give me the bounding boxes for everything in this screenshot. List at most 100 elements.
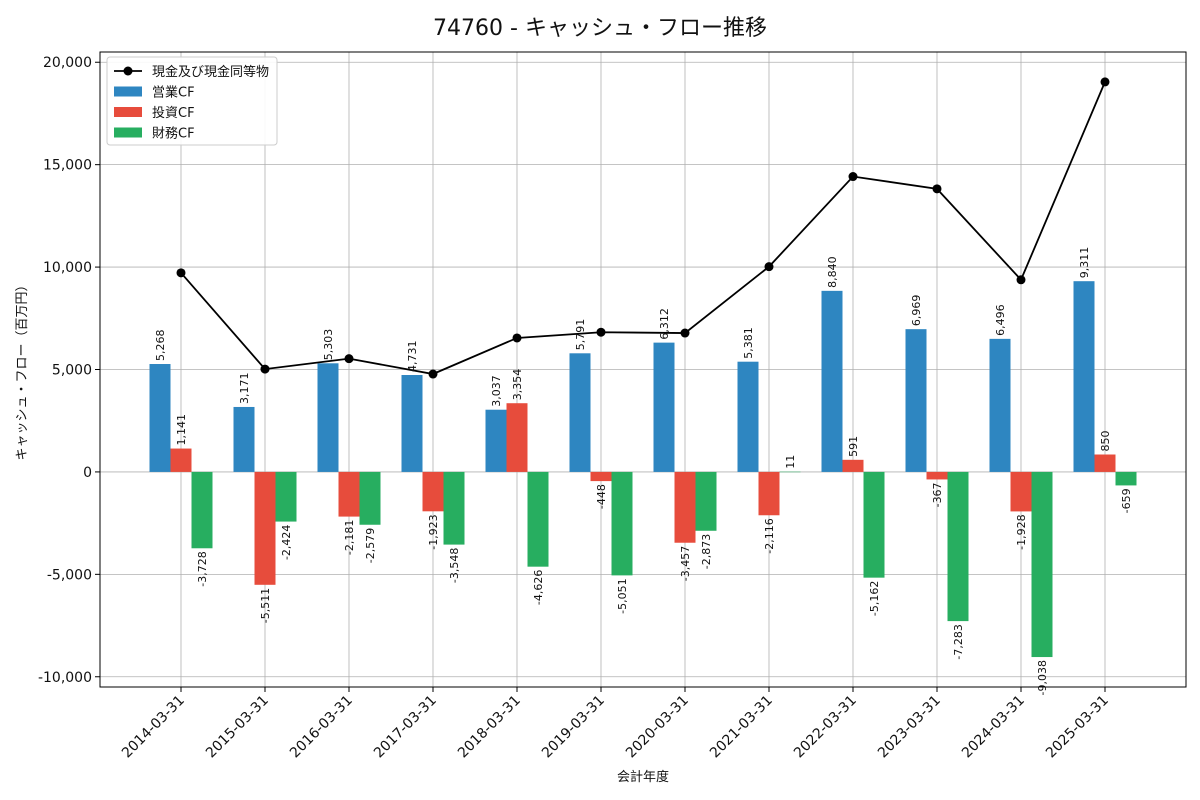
bar — [695, 471, 717, 531]
data-label: 9,311 — [1078, 247, 1091, 279]
data-label: 5,268 — [154, 330, 167, 362]
legend-label: 営業CF — [152, 85, 195, 101]
legend-label: 投資CF — [152, 105, 195, 121]
bar — [905, 329, 927, 472]
data-label: 8,840 — [826, 256, 839, 288]
bar — [233, 406, 255, 472]
legend-bar-swatch — [114, 107, 142, 117]
bar — [842, 459, 864, 472]
bar — [401, 375, 423, 472]
bar — [275, 471, 297, 522]
data-label: 5,303 — [322, 329, 335, 361]
chart-title: 74760 - キャッシュ・フロー推移 — [433, 16, 767, 41]
legend-bar-swatch — [114, 127, 142, 138]
data-label: 3,171 — [238, 372, 251, 404]
data-label: 6,969 — [910, 295, 923, 327]
cash-line — [180, 81, 1106, 375]
x-tick-label: 2014-03-31 — [119, 693, 188, 762]
data-label-layer: 5,268 3,171 5,303 4,731 3,037 5,791 6,312 5,381… — [154, 247, 1133, 696]
legend-label: 財務CF — [152, 127, 195, 142]
bar — [590, 471, 612, 482]
data-label: 5,791 — [574, 319, 587, 351]
bar — [149, 364, 171, 472]
x-axis-title: 会計年度 — [617, 769, 669, 785]
bar — [821, 290, 843, 472]
y-tick-label: -10,000 — [38, 670, 92, 686]
x-tick-label: 2016-03-31 — [287, 693, 356, 762]
x-tick-label: 2015-03-31 — [203, 693, 272, 762]
line-point — [176, 268, 186, 278]
data-label: -2,116 — [763, 518, 776, 553]
line-point — [932, 184, 942, 194]
x-tick-label: 2021-03-31 — [707, 693, 776, 762]
data-label: -2,873 — [700, 534, 713, 569]
x-tick-label: 2019-03-31 — [539, 693, 608, 762]
line-point — [680, 328, 690, 338]
line-point — [1100, 77, 1110, 87]
data-label: -2,181 — [343, 520, 356, 555]
bar — [611, 471, 633, 576]
data-label: -367 — [931, 482, 944, 507]
x-tick-label: 2024-03-31 — [959, 693, 1028, 762]
data-label: -659 — [1120, 488, 1133, 513]
line-point — [428, 369, 438, 379]
data-label: -3,728 — [196, 551, 209, 586]
x-tick-label: 2022-03-31 — [791, 693, 860, 762]
y-axis-title: キャッシュ・フロー（百万円） — [15, 278, 30, 460]
bar — [863, 471, 885, 578]
bar-layer — [149, 281, 1137, 658]
bar — [338, 471, 360, 517]
bar — [506, 403, 528, 472]
data-label: 4,731 — [406, 341, 419, 373]
data-label: 6,312 — [658, 308, 671, 340]
bar — [170, 448, 192, 472]
bar — [1031, 471, 1053, 658]
x-tick-label: 2025-03-31 — [1043, 693, 1112, 762]
data-label: -1,928 — [1015, 514, 1028, 549]
data-label: 1,141 — [175, 414, 188, 446]
bar — [758, 471, 780, 516]
bar — [1094, 454, 1116, 472]
data-label: 591 — [847, 436, 860, 457]
bar — [674, 471, 696, 543]
data-label: -5,511 — [259, 588, 272, 623]
data-label: 3,354 — [511, 369, 524, 401]
bar — [485, 409, 507, 472]
y-tick-label: 15,000 — [43, 158, 92, 174]
y-tick-label: 0 — [83, 465, 92, 481]
bar — [926, 471, 948, 480]
line-point — [512, 333, 522, 343]
line-point — [596, 327, 606, 337]
bar — [947, 471, 969, 622]
line-point — [344, 354, 354, 364]
legend-label: 現金及び現金同等物 — [152, 64, 269, 80]
line-point — [848, 172, 858, 182]
legend-box — [106, 56, 278, 146]
data-label: -4,626 — [532, 570, 545, 605]
data-label: 5,381 — [742, 327, 755, 359]
bar — [254, 471, 276, 585]
data-label: 6,496 — [994, 304, 1007, 336]
line-point — [1016, 275, 1026, 285]
line-point — [764, 262, 774, 272]
bar — [779, 471, 801, 473]
y-tick-label: 10,000 — [43, 260, 92, 276]
data-label: -9,038 — [1036, 660, 1049, 695]
data-label: -1,923 — [427, 514, 440, 549]
legend-marker — [123, 66, 133, 76]
data-label: 850 — [1099, 431, 1112, 452]
bar — [737, 361, 759, 472]
data-label: 3,037 — [490, 375, 503, 407]
data-label: -5,162 — [868, 581, 881, 616]
x-tick-label: 2023-03-31 — [875, 693, 944, 762]
legend-bar-swatch — [114, 86, 142, 97]
x-tick-label: 2018-03-31 — [455, 693, 524, 762]
bar — [1115, 471, 1137, 486]
bar — [317, 363, 339, 472]
y-tick-label: -5,000 — [47, 567, 92, 583]
bar — [1010, 471, 1032, 512]
bar — [653, 342, 675, 472]
line-point — [260, 364, 270, 374]
